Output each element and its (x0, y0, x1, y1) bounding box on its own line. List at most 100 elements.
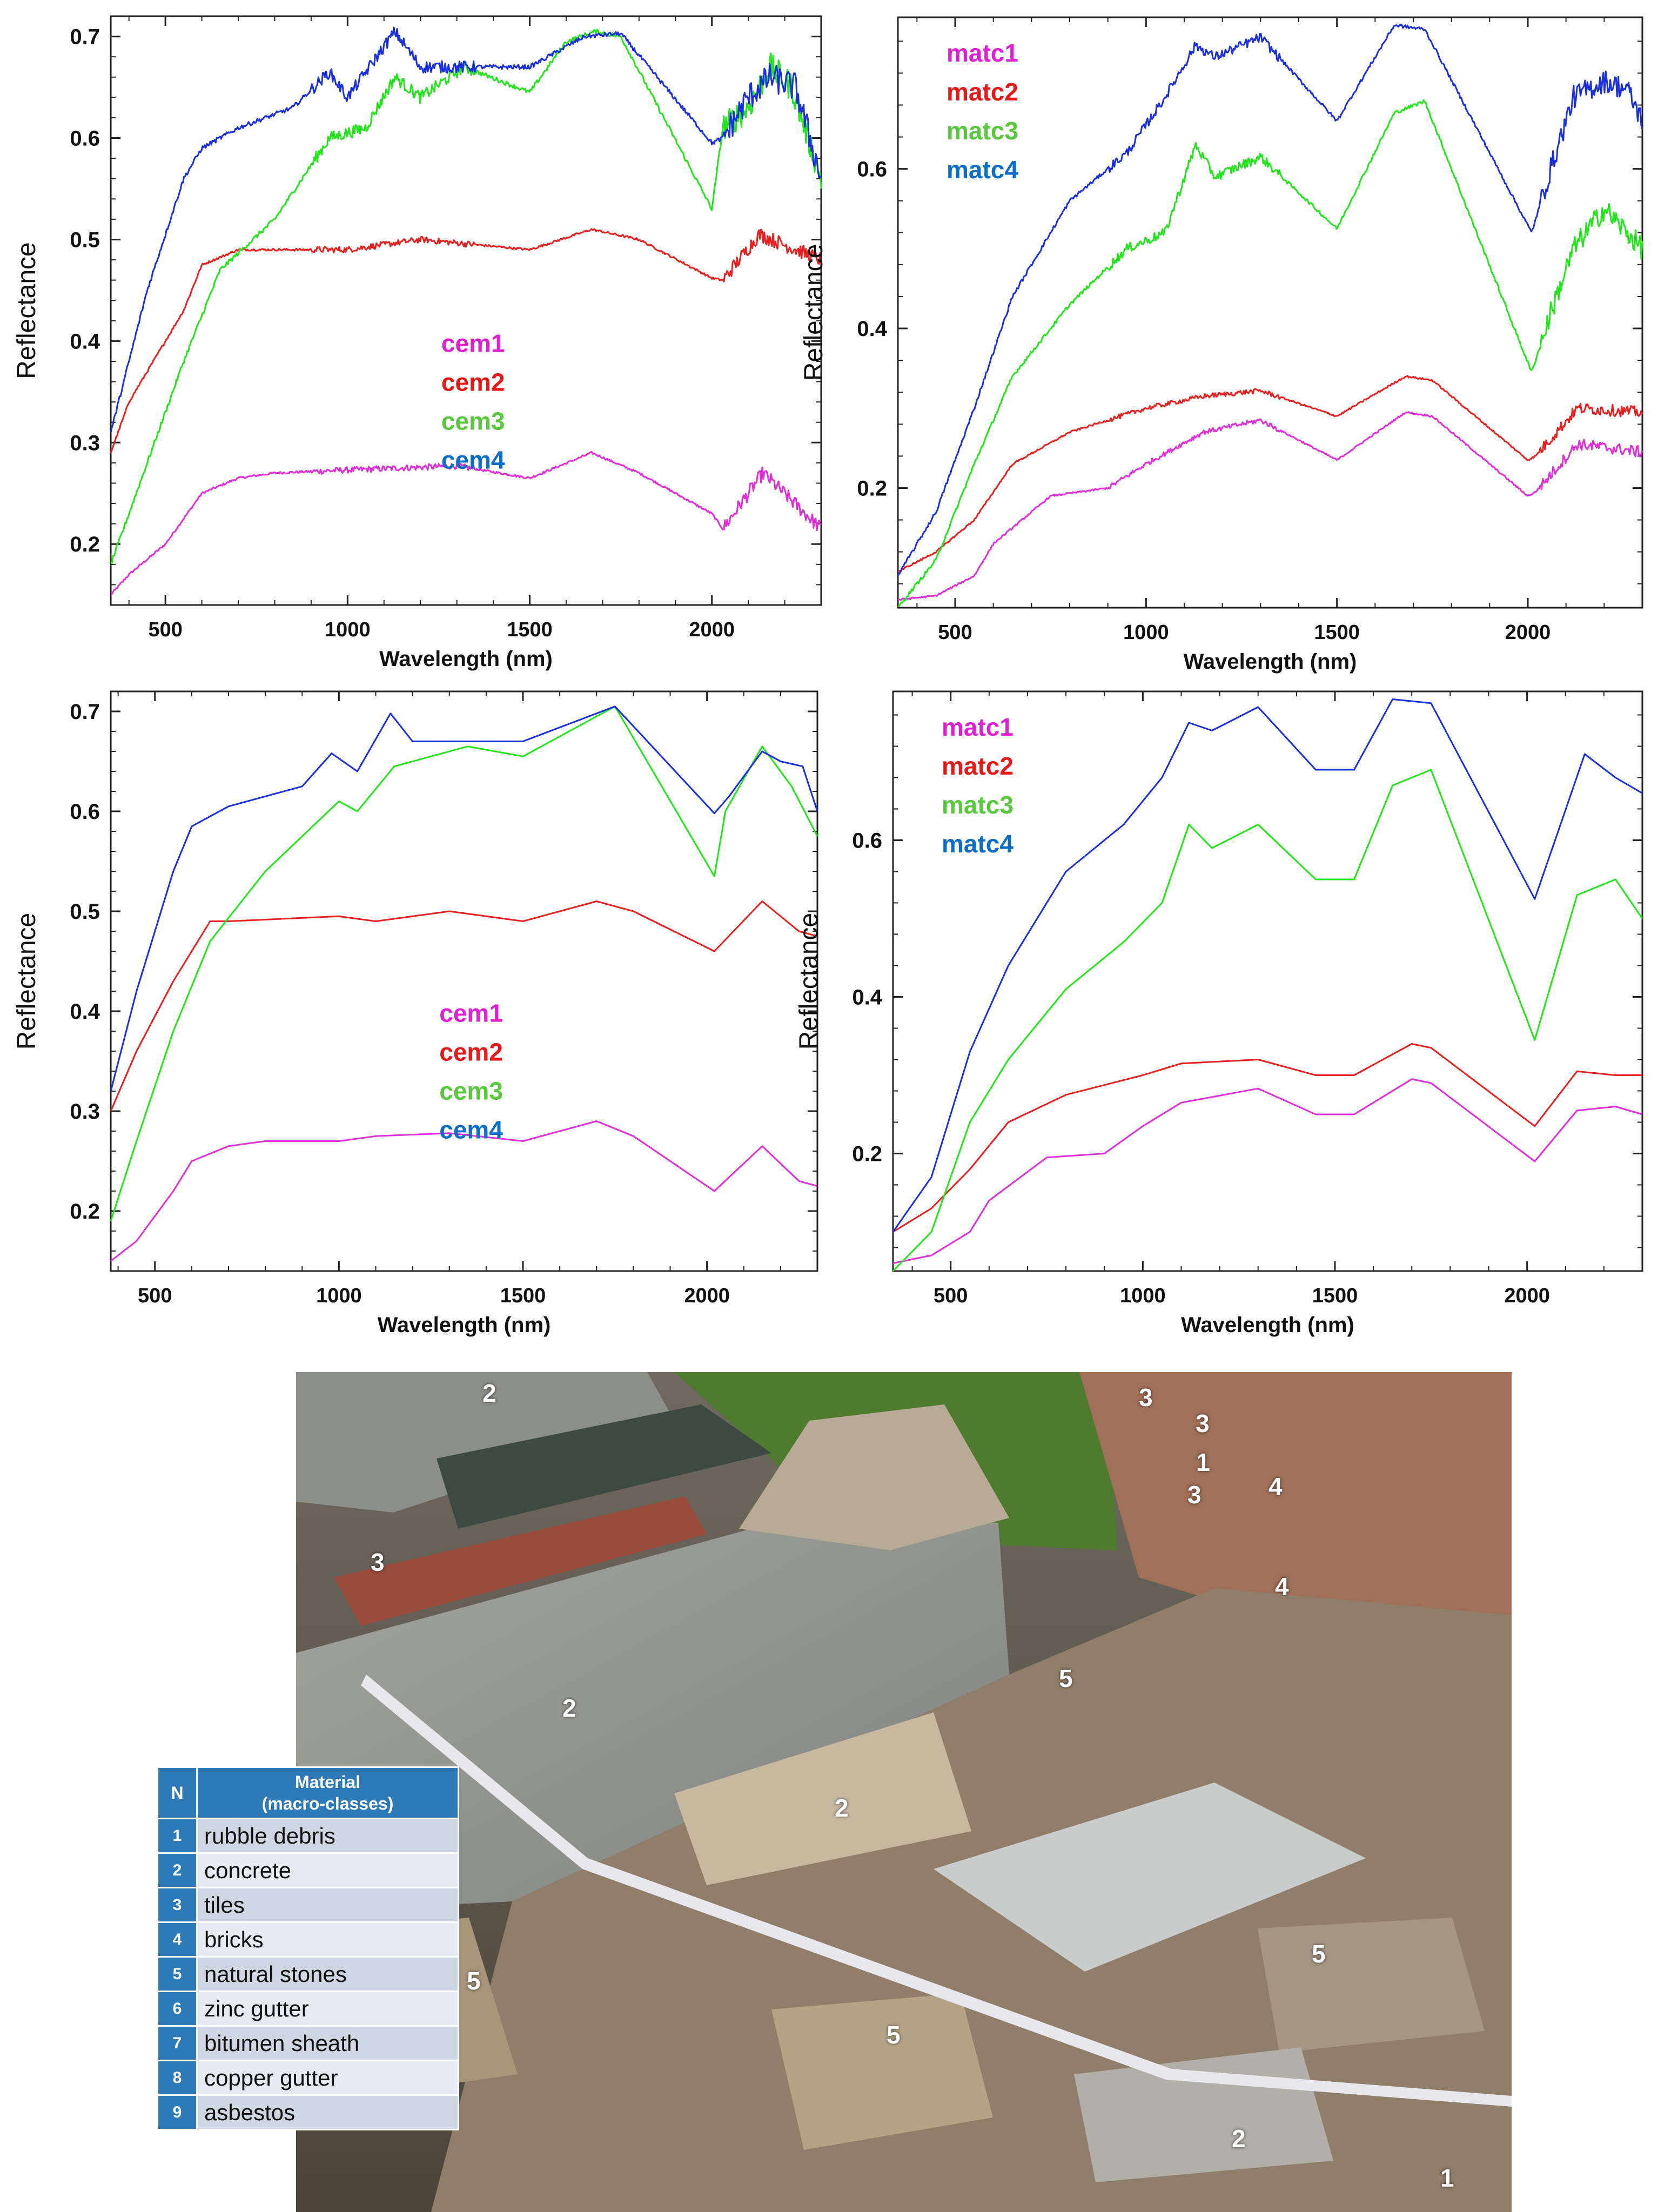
table-row: 4 bricks (157, 1921, 459, 1958)
table-header-row: N Material (macro-classes) (157, 1766, 459, 1819)
y-tick-label: 0.4 (852, 986, 882, 1010)
legend-entry-matc2: matc2 (942, 752, 1013, 780)
legend-entry-cem4: cem4 (439, 1116, 503, 1144)
chart-panel-bottom-left: 500 1000 1500 2000 0.2 0.3 0.4 0.5 0.6 0.7 Wavelen… (12, 690, 818, 1337)
legend-entry-matc4: matc4 (947, 156, 1018, 184)
series-line-matc1 (892, 1078, 1643, 1264)
table-row: 3 tiles (157, 1887, 459, 1923)
legend-entry-matc2: matc2 (947, 78, 1018, 106)
tile-pile (1079, 1372, 1512, 1653)
x-tick-label: 1000 (325, 618, 371, 641)
y-tick-label: 0.2 (852, 1142, 882, 1166)
debris-photo-scene (296, 1372, 1512, 2212)
table-row: 6 zinc gutter (157, 1991, 459, 2027)
chart-panel-top-right: 500 1000 1500 2000 0.2 0.4 0.6 Wavelength (nm) R… (800, 16, 1643, 674)
photo-label: 2 (1232, 2124, 1246, 2153)
legend-entry-cem1: cem1 (439, 999, 503, 1027)
y-axis-label: Reflectance (12, 242, 41, 379)
row-material: bitumen sheath (196, 2025, 459, 2061)
x-tick-label: 1000 (1120, 1285, 1166, 1307)
y-tick-label: 0.3 (70, 1100, 100, 1124)
x-tick-label: 2000 (689, 618, 735, 641)
series-line-cem4 (110, 705, 818, 1092)
y-axis-label: Reflectance (795, 913, 823, 1050)
y-tick-label: 0.6 (70, 127, 100, 151)
y-tick-label: 0.2 (70, 1200, 100, 1223)
table-header-material-line1: Material (295, 1772, 360, 1792)
y-tick-label: 0.3 (70, 431, 100, 455)
plot-frame (897, 16, 1643, 609)
x-tick-label: 500 (138, 1285, 172, 1307)
x-tick-label: 1500 (1312, 1285, 1358, 1307)
x-axis-label: Wavelength (nm) (379, 647, 553, 671)
legend-entry-matc3: matc3 (947, 117, 1018, 145)
series-line-cem1 (110, 1120, 818, 1262)
material-table: N Material (macro-classes) 1 rubble debri… (157, 1766, 459, 2130)
row-material: tiles (196, 1887, 459, 1923)
photo-label: 2 (835, 1794, 849, 1822)
legend-entry-matc1: matc1 (942, 713, 1013, 741)
x-tick-label: 1000 (316, 1285, 362, 1307)
series-line-matc4 (897, 24, 1643, 576)
legend-entry-cem2: cem2 (439, 1038, 503, 1066)
photo-label: 3 (1196, 1409, 1210, 1437)
legend-entry-cem3: cem3 (439, 1077, 503, 1105)
x-tick-label: 2000 (1504, 1285, 1550, 1307)
series-line-cem2 (110, 228, 822, 454)
y-tick-label: 0.5 (70, 228, 100, 252)
plot-frame (110, 690, 818, 1272)
row-number: 6 (157, 1991, 198, 2027)
charts-area: 500 1000 1500 2000 0.2 0.3 0.4 0.5 0.6 0.7 Wavelen… (12, 15, 1643, 1337)
concrete-beam (296, 1523, 1009, 1912)
x-axis-label: Wavelength (nm) (1184, 650, 1357, 674)
y-axis-label: Reflectance (800, 244, 828, 381)
y-tick-label: 0.6 (70, 800, 100, 824)
photo-label: 5 (1312, 1940, 1326, 1968)
row-material: zinc gutter (196, 1991, 459, 2027)
x-tick-label: 500 (934, 1285, 968, 1307)
table-row: 5 natural stones (157, 1956, 459, 1992)
row-number: 3 (157, 1887, 198, 1923)
legend-entry-matc4: matc4 (942, 830, 1013, 858)
photo-label: 2 (562, 1694, 576, 1722)
photo-label: 2 (482, 1379, 496, 1407)
table-row: 2 concrete (157, 1852, 459, 1888)
photo-label: 3 (371, 1548, 385, 1576)
row-number: 7 (157, 2025, 198, 2061)
row-number: 8 (157, 2060, 198, 2096)
y-tick-label: 0.4 (70, 330, 100, 353)
x-tick-label: 500 (938, 621, 972, 644)
y-tick-label: 0.5 (70, 900, 100, 924)
concrete-block (674, 1712, 971, 1885)
photo-label: 3 (1187, 1481, 1202, 1509)
zinc-sheet (934, 1783, 1366, 1972)
legend-entry-matc1: matc1 (947, 39, 1018, 67)
row-material: natural stones (196, 1956, 459, 1992)
series-line-matc3 (892, 769, 1643, 1272)
table-row: 7 bitumen sheath (157, 2025, 459, 2061)
x-axis-label: Wavelength (nm) (1181, 1313, 1354, 1337)
legend-entry-cem2: cem2 (441, 368, 505, 396)
legend-entry-matc3: matc3 (942, 791, 1013, 819)
table-row: 1 rubble debris (157, 1818, 459, 1854)
photo-label: 4 (1268, 1473, 1283, 1501)
series-line-matc3 (897, 99, 1643, 607)
photo-label: 1 (1440, 2164, 1454, 2192)
photo-label: 5 (467, 1967, 481, 1995)
series-line-matc2 (897, 375, 1643, 573)
y-tick-label: 0.6 (857, 158, 887, 181)
debris-photo: 2 3 3 1 3 4 3 4 2 5 2 5 5 5 2 1 (296, 1372, 1512, 2212)
y-axis-label: Reflectance (12, 913, 41, 1050)
x-tick-label: 1500 (1314, 621, 1360, 644)
x-tick-label: 1500 (507, 618, 553, 641)
row-material: concrete (196, 1852, 459, 1888)
rubble-top (739, 1404, 1009, 1550)
y-tick-label: 0.4 (70, 1000, 100, 1024)
legend-entry-cem1: cem1 (441, 329, 505, 357)
row-material: rubble debris (196, 1818, 459, 1854)
row-material: asbestos (196, 2094, 459, 2130)
series-line-cem3 (110, 705, 818, 1221)
table-row: 9 asbestos (157, 2094, 459, 2130)
series-line-matc4 (892, 698, 1643, 1233)
row-number: 5 (157, 1956, 198, 1992)
